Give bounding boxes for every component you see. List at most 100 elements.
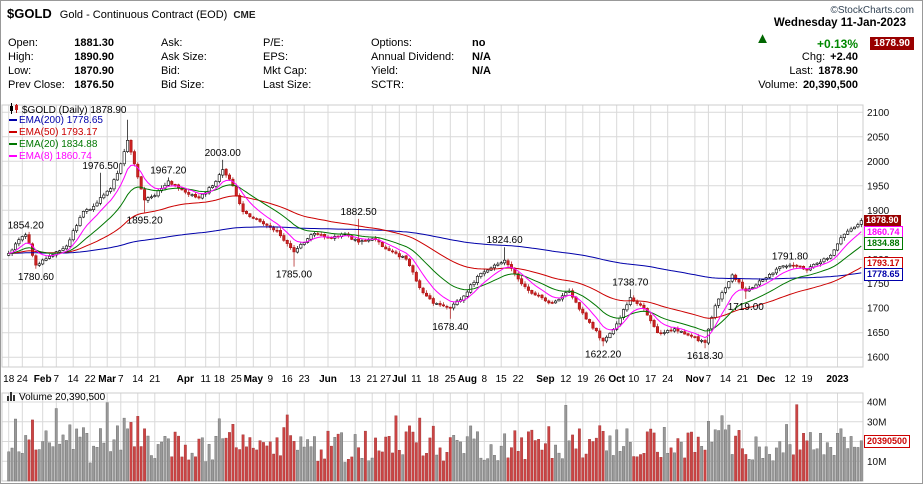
date-tick: 25 bbox=[230, 374, 242, 385]
quote-row: Mkt Cap: bbox=[263, 65, 353, 79]
candle-body bbox=[472, 282, 476, 285]
volume-bar bbox=[445, 452, 449, 482]
volume-bar bbox=[177, 435, 180, 482]
svg-text:1900: 1900 bbox=[867, 206, 890, 217]
volume-bar bbox=[336, 433, 340, 482]
volume-bar bbox=[377, 450, 381, 482]
volume-bar bbox=[744, 454, 748, 482]
date-tick: 19 bbox=[577, 374, 589, 385]
candle-body bbox=[635, 301, 639, 304]
quote-label: SCTR: bbox=[371, 79, 404, 91]
candle-body bbox=[367, 239, 371, 242]
volume-bar bbox=[357, 447, 360, 482]
candle-body bbox=[791, 264, 795, 267]
candle-body bbox=[78, 217, 82, 226]
volume-bar bbox=[139, 446, 143, 482]
svg-text:1850: 1850 bbox=[867, 230, 890, 241]
candle-body bbox=[153, 195, 157, 197]
svg-text:30M: 30M bbox=[867, 417, 886, 428]
date-tick: 8 bbox=[481, 374, 488, 385]
legend-overlay-row: EMA(50) 1793.17 bbox=[9, 127, 127, 139]
volume-bar bbox=[819, 433, 822, 482]
date-tick: 7 bbox=[705, 374, 712, 385]
candle-body bbox=[170, 181, 174, 185]
price-annotation: 1882.50 bbox=[341, 207, 378, 218]
candle-body bbox=[693, 336, 697, 338]
svg-text:1950: 1950 bbox=[867, 181, 890, 192]
volume-bar bbox=[622, 446, 625, 482]
volume-bar bbox=[99, 428, 102, 482]
candle-body bbox=[452, 303, 456, 309]
volume-bar bbox=[346, 458, 350, 482]
volume-bar bbox=[544, 443, 547, 482]
candle-body bbox=[227, 174, 231, 180]
volume-bar bbox=[469, 425, 473, 482]
volume-bar bbox=[642, 452, 646, 482]
quote-row: Low: 1870.90 bbox=[8, 65, 114, 79]
legend-overlay-label: EMA(8) 1860.74 bbox=[19, 151, 92, 162]
date-tick: 11 bbox=[411, 374, 422, 385]
candle-body bbox=[499, 262, 503, 265]
quote-value: 1876.50 bbox=[74, 79, 114, 91]
volume-bar bbox=[516, 451, 520, 482]
volume-bar bbox=[605, 450, 608, 482]
price-annotation: 2003.00 bbox=[205, 148, 242, 159]
candle-body bbox=[401, 256, 405, 258]
volume-bar bbox=[71, 449, 75, 482]
volume-bar bbox=[639, 454, 642, 482]
date-tick: 14 bbox=[132, 374, 144, 385]
volume-bar bbox=[425, 452, 428, 482]
volume-bar bbox=[713, 429, 717, 482]
volume-row: Volume: 20,390,500 bbox=[758, 79, 858, 91]
percent-change: +0.13% bbox=[816, 37, 858, 51]
volume-bar bbox=[10, 447, 14, 482]
volume-bar bbox=[411, 431, 415, 482]
volume-bar bbox=[275, 437, 279, 482]
volume-bar bbox=[75, 428, 79, 482]
volume-bar bbox=[65, 440, 68, 482]
volume-bar bbox=[112, 439, 116, 482]
date-tick: 12 bbox=[784, 374, 796, 385]
volume-bar bbox=[547, 426, 551, 482]
volume-bar bbox=[788, 444, 792, 482]
candle-body bbox=[126, 139, 130, 152]
up-triangle-icon: ▲ bbox=[755, 30, 770, 47]
candle-body bbox=[156, 190, 160, 197]
volume-bar bbox=[143, 428, 146, 482]
candle-body bbox=[696, 336, 700, 342]
quote-value: 1870.90 bbox=[74, 65, 114, 77]
date-tick: 12 bbox=[560, 374, 572, 385]
quote-label: Low: bbox=[8, 65, 32, 77]
volume-bar bbox=[482, 459, 486, 482]
volume-bar bbox=[686, 432, 690, 482]
candle-body bbox=[822, 258, 826, 263]
candle-body bbox=[143, 189, 147, 201]
candle-body bbox=[265, 223, 269, 226]
date-tick: 7 bbox=[53, 374, 60, 385]
candle-body bbox=[679, 331, 683, 333]
volume-bar bbox=[724, 429, 727, 482]
volume-bar bbox=[669, 447, 673, 482]
volume-bar bbox=[78, 436, 82, 482]
candle-body bbox=[241, 203, 245, 213]
quote-label: Ask: bbox=[161, 37, 183, 49]
candle-body bbox=[115, 173, 119, 181]
candle-body bbox=[655, 326, 659, 334]
legend-overlay-row: EMA(200) 1778.65 bbox=[9, 115, 127, 127]
volume-bar bbox=[608, 435, 612, 482]
candle-body bbox=[387, 248, 391, 251]
volume-bar bbox=[842, 436, 846, 482]
quote-value: 1881.30 bbox=[74, 37, 114, 49]
volume-bar bbox=[197, 438, 201, 482]
candle-body bbox=[526, 286, 530, 291]
volume-bar bbox=[656, 451, 659, 482]
candle-body bbox=[289, 243, 293, 248]
volume-bar bbox=[394, 415, 398, 482]
candle-body bbox=[598, 330, 602, 339]
volume-bar bbox=[251, 447, 255, 482]
stockcharts-copyright-link[interactable]: ©StockCharts.com bbox=[830, 5, 914, 16]
volume-bar bbox=[700, 446, 704, 482]
volume-bar bbox=[693, 452, 697, 482]
date-tick: May bbox=[243, 374, 264, 385]
volume-bar bbox=[170, 456, 174, 482]
